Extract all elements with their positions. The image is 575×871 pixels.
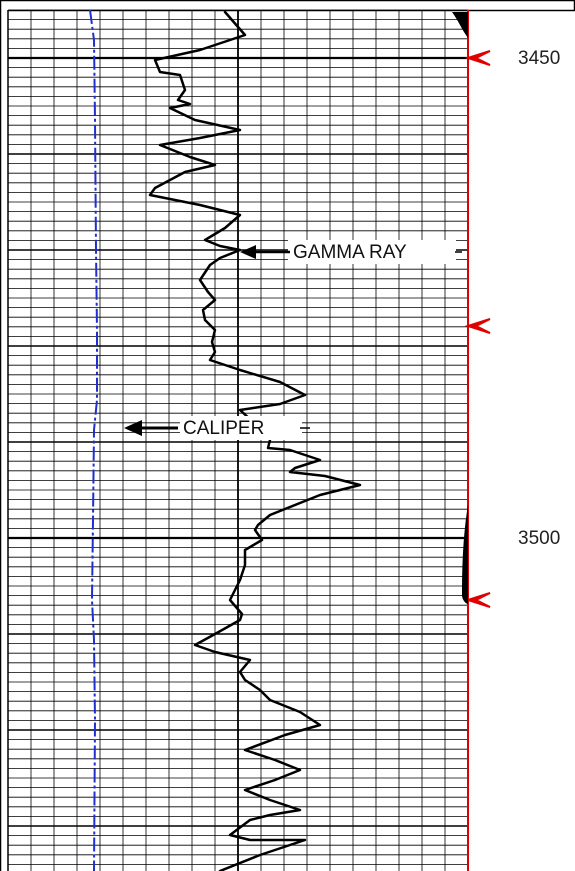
curve-label: CALIPER [183, 418, 264, 439]
depth-label: 3500 [518, 528, 560, 549]
depth-flags [464, 50, 491, 608]
depth-label: 3450 [518, 48, 560, 69]
grid [7, 9, 469, 871]
caliper-label: CALIPER [124, 416, 310, 440]
caliper-curve [89, 9, 98, 871]
gamma-ray-label: GAMMA RAY [240, 240, 462, 264]
curve-label: GAMMA RAY [293, 242, 407, 263]
edge-markers [452, 12, 468, 604]
gamma-ray-curve [148, 10, 362, 871]
